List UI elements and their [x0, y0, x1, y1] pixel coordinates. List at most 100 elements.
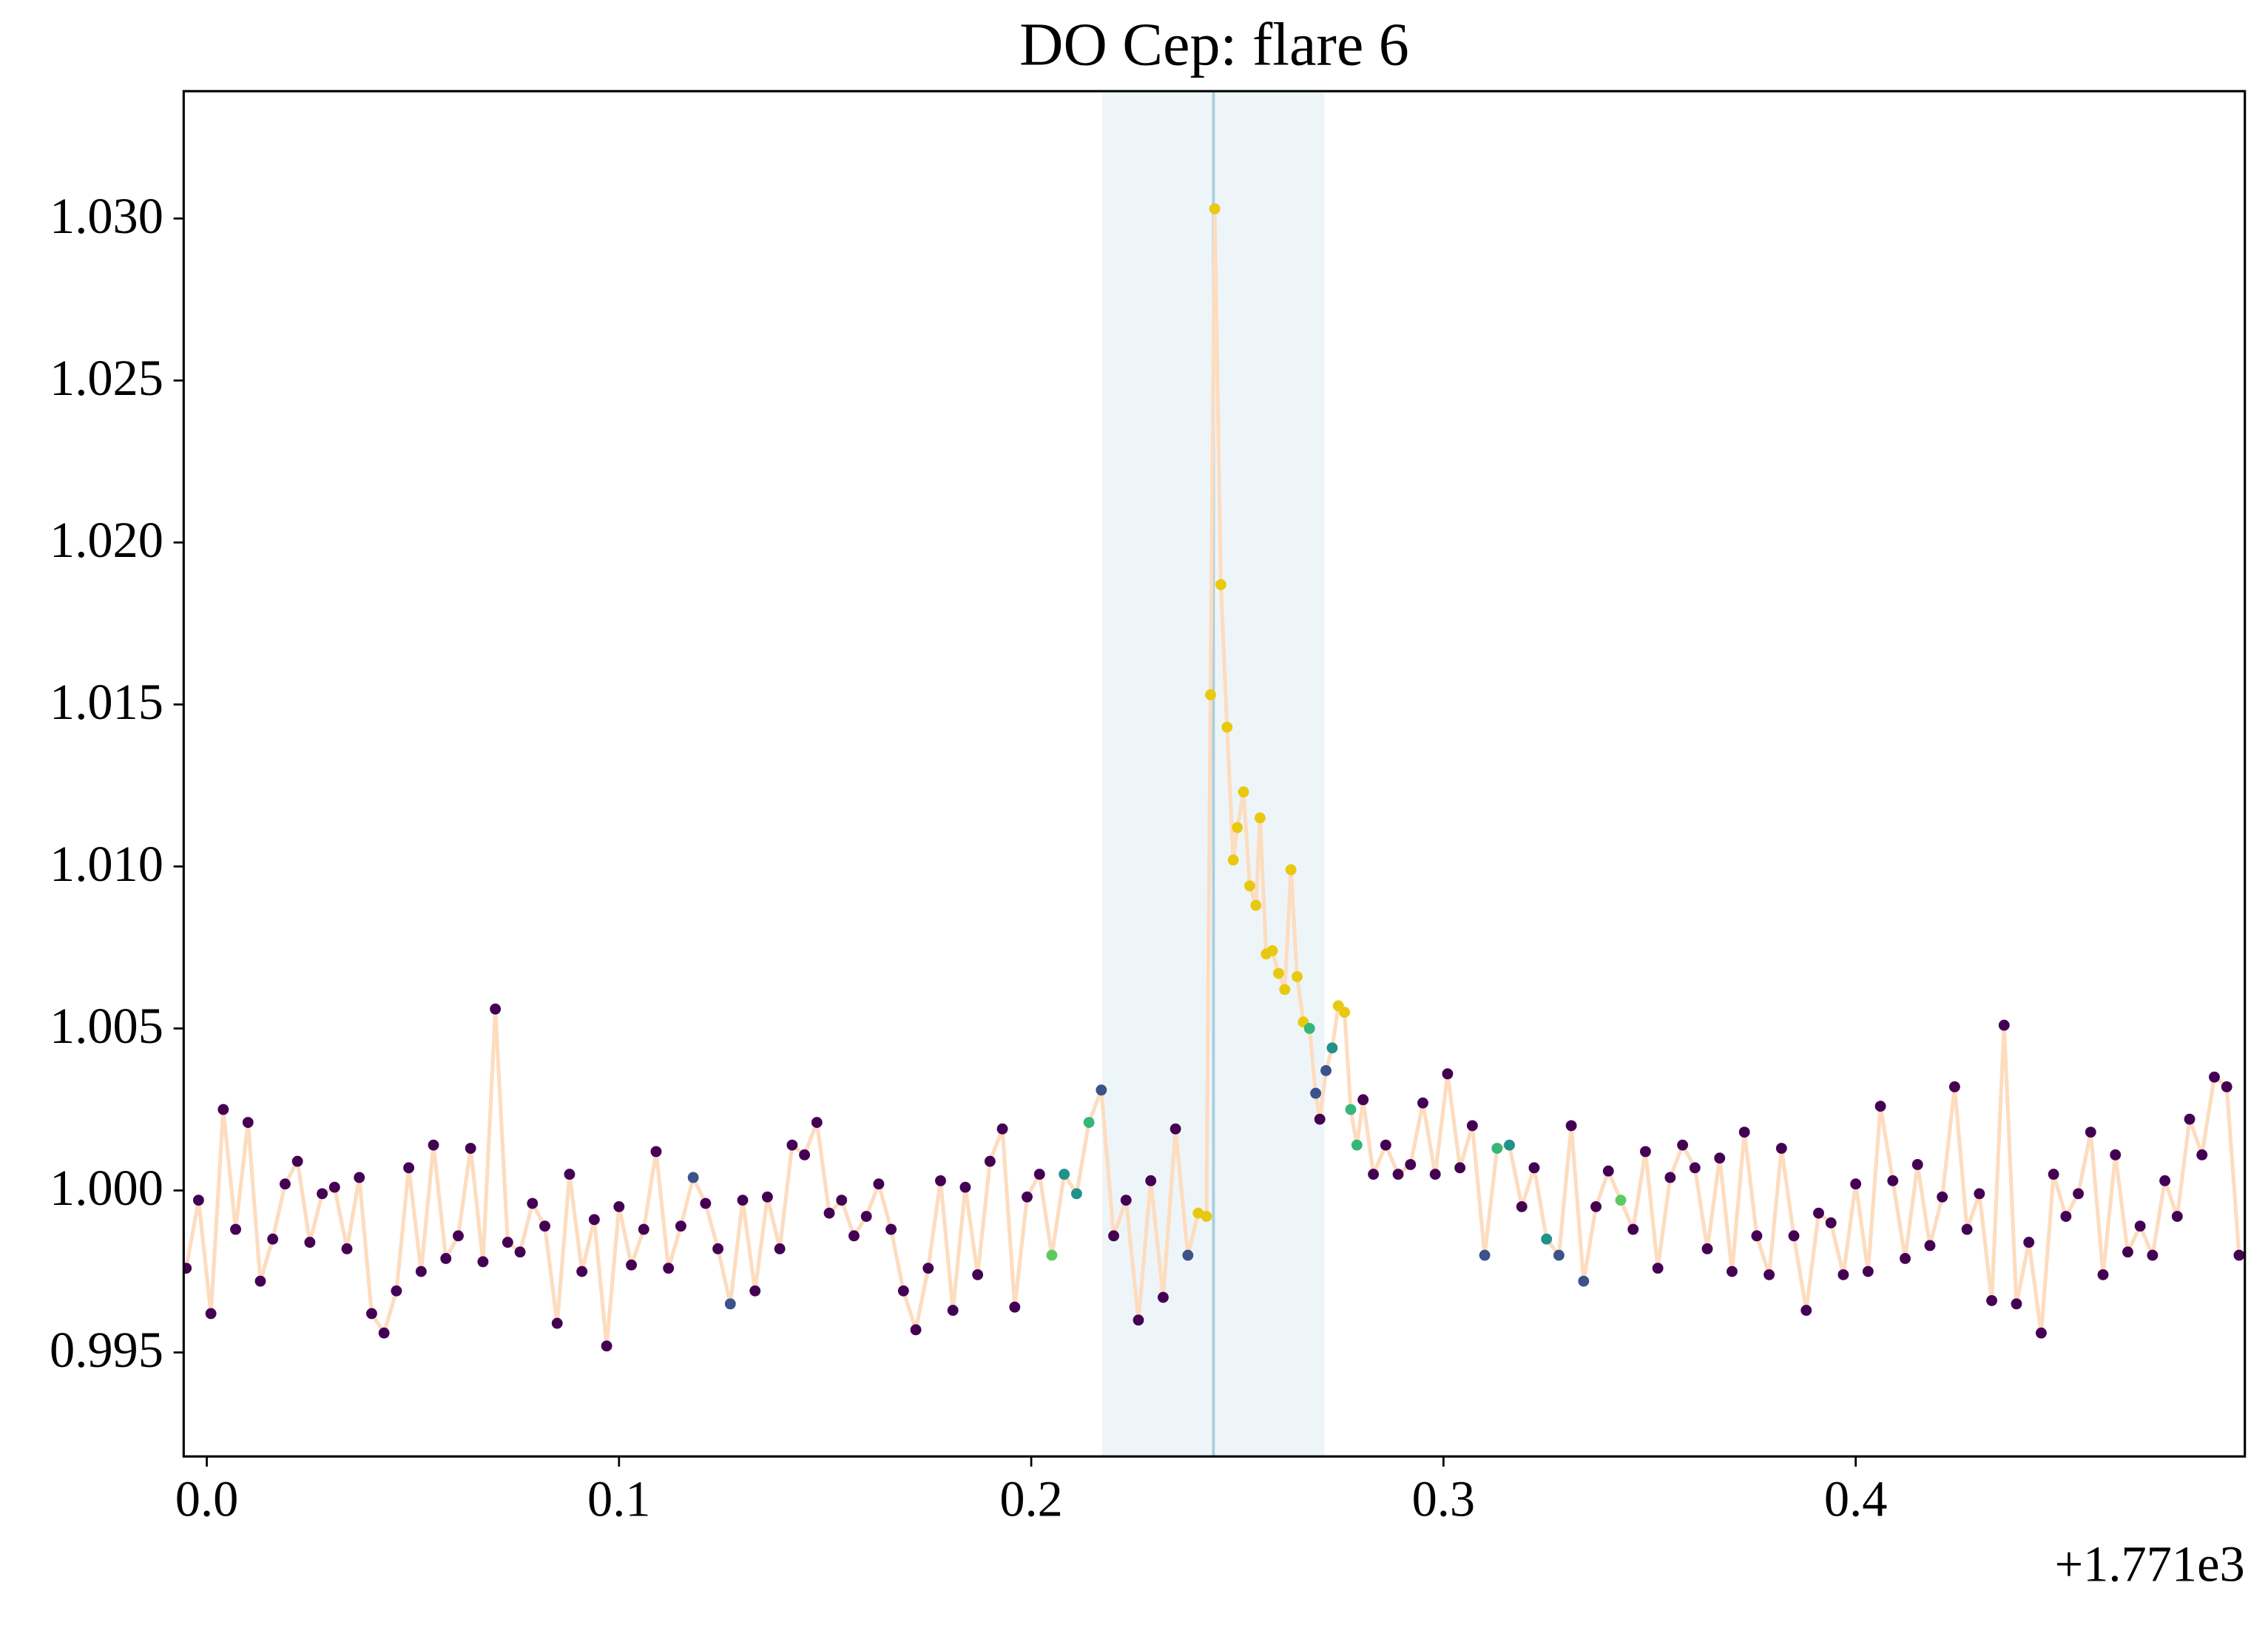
data-point [354, 1172, 365, 1183]
plot-area [183, 91, 2245, 1457]
data-point [1070, 1188, 1082, 1200]
data-point [1405, 1159, 1417, 1170]
data-point [2097, 1268, 2109, 1280]
data-point [564, 1169, 576, 1180]
data-point [1368, 1169, 1380, 1180]
data-point [2171, 1211, 2183, 1222]
data-point [304, 1237, 316, 1249]
data-point [984, 1155, 996, 1167]
x-offset-label: +1.771e3 [2055, 1536, 2245, 1592]
data-point [1254, 812, 1266, 824]
data-point [836, 1195, 848, 1206]
data-point [242, 1117, 254, 1128]
data-point [527, 1197, 539, 1209]
data-point [1326, 1042, 1338, 1054]
data-point [2035, 1327, 2047, 1339]
x-tick-label: 0.3 [1412, 1470, 1476, 1527]
data-point [1221, 721, 1233, 733]
data-point [1677, 1139, 1689, 1151]
data-point [1862, 1266, 1874, 1277]
data-point [1764, 1268, 1775, 1280]
data-point [1417, 1097, 1428, 1109]
data-point [1201, 1211, 1212, 1222]
data-point [1689, 1162, 1701, 1174]
data-point [2073, 1188, 2085, 1200]
data-point [1948, 1081, 1960, 1092]
data-point [2233, 1249, 2245, 1261]
data-point [972, 1268, 984, 1280]
data-point [638, 1223, 649, 1235]
data-point [811, 1117, 823, 1128]
data-point [1266, 945, 1278, 956]
data-point [2085, 1126, 2096, 1138]
data-point [1837, 1268, 1849, 1280]
data-point [2134, 1220, 2146, 1232]
data-point [1986, 1295, 1997, 1306]
data-point [947, 1305, 959, 1317]
data-point [935, 1175, 946, 1186]
data-point [1157, 1291, 1169, 1303]
data-point [910, 1324, 922, 1336]
data-point [897, 1285, 909, 1297]
data-point [613, 1200, 625, 1212]
data-point [1998, 1019, 2010, 1031]
data-point [1133, 1314, 1144, 1326]
y-tick-label: 1.020 [50, 512, 163, 568]
data-point [2023, 1237, 2035, 1249]
data-point [205, 1308, 217, 1320]
data-point [1900, 1253, 1911, 1264]
data-point [1466, 1120, 1478, 1132]
data-point [1615, 1195, 1627, 1206]
data-point [588, 1214, 600, 1226]
light-curve-line [184, 206, 2241, 1348]
x-tick-label: 0.2 [999, 1470, 1063, 1527]
data-point [1285, 864, 1297, 876]
data-point [1145, 1175, 1157, 1186]
data-point [959, 1181, 971, 1193]
data-point [1775, 1143, 1787, 1154]
data-point [774, 1243, 786, 1254]
data-point [1303, 1023, 1315, 1034]
chart-title: DO Cep: flare 6 [1019, 10, 1409, 78]
data-point [1215, 578, 1226, 590]
data-point [328, 1181, 340, 1193]
data-point [1205, 689, 1216, 700]
y-tick-label: 1.010 [50, 836, 163, 892]
data-point [1924, 1240, 1936, 1251]
data-point [477, 1256, 489, 1268]
data-point [217, 1104, 229, 1115]
data-point [317, 1188, 328, 1200]
data-point [1250, 899, 1262, 911]
data-point [391, 1285, 402, 1297]
x-tick-label: 0.1 [587, 1470, 651, 1527]
data-point [230, 1223, 241, 1235]
data-point [823, 1207, 835, 1219]
data-point [1238, 786, 1249, 798]
data-point [1279, 984, 1291, 996]
data-point [860, 1211, 872, 1222]
data-point [539, 1220, 550, 1232]
data-point [1825, 1217, 1837, 1229]
data-point [885, 1223, 897, 1235]
data-point [502, 1237, 513, 1249]
data-point [2221, 1081, 2232, 1092]
data-point [1292, 970, 1303, 982]
data-point [1192, 1207, 1204, 1219]
data-point [1541, 1233, 1553, 1245]
data-point [2196, 1149, 2208, 1161]
data-point [440, 1253, 452, 1264]
data-point [1310, 1087, 1322, 1099]
data-point [1273, 967, 1284, 979]
data-point [1429, 1169, 1441, 1180]
data-point [576, 1266, 588, 1277]
data-point [267, 1233, 279, 1245]
data-point [1937, 1191, 1948, 1203]
data-point [1961, 1223, 1973, 1235]
data-point [192, 1195, 204, 1206]
data-point [403, 1162, 415, 1174]
y-tick-label: 1.025 [50, 350, 163, 406]
data-point [601, 1340, 612, 1352]
data-point [1516, 1200, 1528, 1212]
axes-frame [182, 89, 2247, 1458]
data-point [2011, 1298, 2022, 1310]
